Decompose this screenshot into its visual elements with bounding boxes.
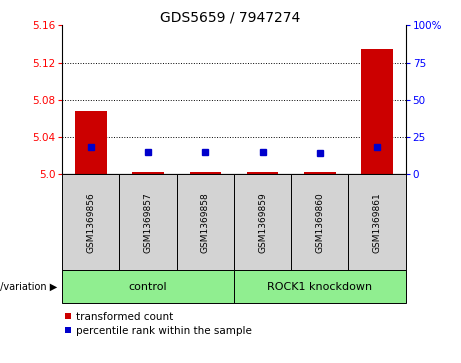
Bar xyxy=(361,49,393,174)
Bar xyxy=(304,172,336,174)
Text: GSM1369859: GSM1369859 xyxy=(258,192,267,253)
Text: GSM1369858: GSM1369858 xyxy=(201,192,210,253)
Bar xyxy=(119,174,177,270)
Bar xyxy=(62,270,234,303)
Text: GSM1369860: GSM1369860 xyxy=(315,192,325,253)
Bar xyxy=(177,174,234,270)
Legend: transformed count, percentile rank within the sample: transformed count, percentile rank withi… xyxy=(64,312,252,336)
Bar xyxy=(75,111,106,174)
Bar xyxy=(349,174,406,270)
Text: ROCK1 knockdown: ROCK1 knockdown xyxy=(267,282,372,292)
Text: genotype/variation ▶: genotype/variation ▶ xyxy=(0,282,58,292)
Text: control: control xyxy=(129,282,167,292)
Text: GSM1369856: GSM1369856 xyxy=(86,192,95,253)
Bar xyxy=(247,172,278,174)
Bar xyxy=(132,172,164,174)
Bar xyxy=(62,174,119,270)
Bar xyxy=(234,270,406,303)
Bar xyxy=(234,174,291,270)
Bar xyxy=(291,174,349,270)
Bar xyxy=(189,172,221,174)
Text: GDS5659 / 7947274: GDS5659 / 7947274 xyxy=(160,11,301,25)
Text: GSM1369857: GSM1369857 xyxy=(143,192,153,253)
Text: GSM1369861: GSM1369861 xyxy=(372,192,382,253)
